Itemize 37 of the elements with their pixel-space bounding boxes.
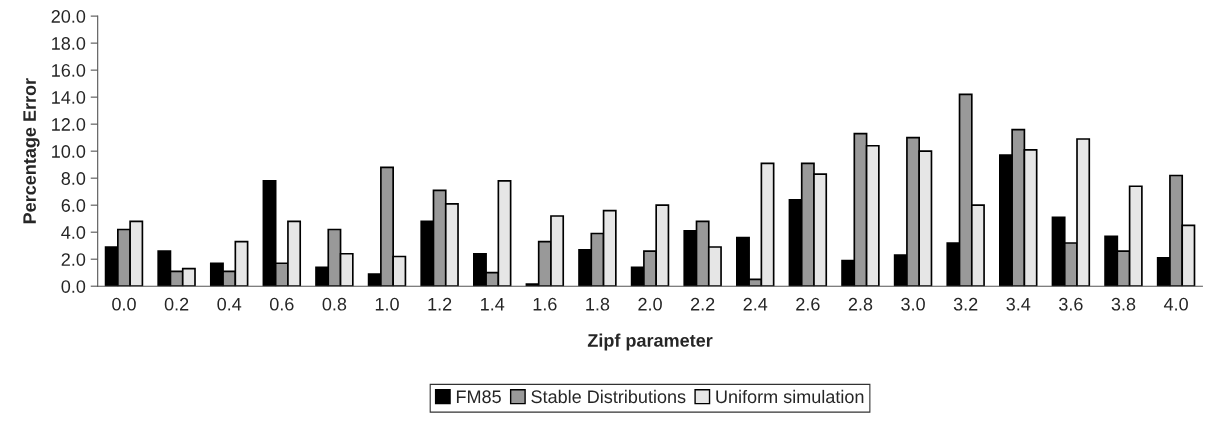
x-tick-label: 2.6 (796, 297, 820, 311)
legend-label: Uniform simulation (716, 389, 864, 404)
y-tick-label: 20.0 (51, 10, 86, 23)
x-tick-label: 2.8 (848, 297, 873, 311)
y-tick-label: 6.0 (61, 199, 86, 212)
x-tick-label: 3.8 (1111, 297, 1136, 311)
x-tick-label: 3.0 (901, 297, 925, 311)
x-tick-label: 0.6 (269, 297, 294, 311)
y-tick-label: 18.0 (52, 37, 86, 50)
y-tick-label: 8.0 (61, 172, 86, 185)
y-tick-label: 0.0 (61, 280, 86, 293)
x-tick-label: 3.6 (1059, 297, 1083, 311)
x-tick-label: 1.8 (586, 297, 610, 311)
x-tick-label: 1.4 (481, 297, 505, 311)
x-tick-label: 1.0 (375, 297, 399, 311)
x-tick-label: 3.4 (1006, 297, 1031, 311)
y-tick-label: 14.0 (52, 91, 86, 104)
x-tick-label: 1.6 (533, 297, 557, 311)
x-tick-label: 0.0 (112, 297, 136, 311)
y-tick-label: 12.0 (52, 118, 86, 131)
x-tick-label: 3.2 (953, 297, 978, 311)
x-tick-label: 2.2 (691, 297, 715, 311)
y-axis-title: Percentage Error (23, 78, 40, 224)
y-tick-label: 2.0 (61, 253, 86, 266)
legend-label: FM85 (456, 390, 501, 404)
x-tick-label: 1.2 (428, 297, 452, 311)
legend-label: Stable Distributions (531, 389, 686, 404)
x-tick-label: 0.8 (322, 297, 347, 311)
x-axis-title: Zipf parameter (587, 333, 713, 351)
y-tick-label: 10.0 (52, 145, 86, 158)
x-tick-label: 2.4 (743, 297, 768, 311)
x-tick-label: 4.0 (1163, 297, 1188, 311)
x-tick-label: 2.0 (638, 297, 662, 311)
y-tick-label: 16.0 (52, 64, 86, 77)
x-tick-label: 0.2 (164, 297, 189, 311)
x-tick-label: 0.4 (217, 297, 242, 311)
y-tick-label: 4.0 (61, 226, 86, 239)
